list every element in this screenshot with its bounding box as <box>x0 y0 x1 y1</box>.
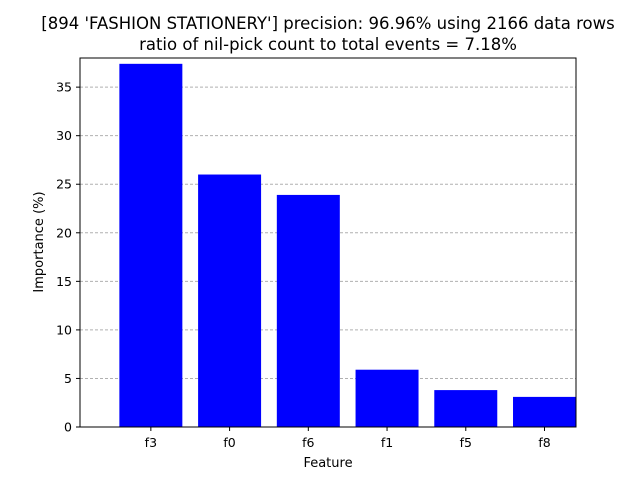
x-axis-ticks: f3 f0 f6 f1 f5 f8 <box>145 427 551 450</box>
x-axis-label: Feature <box>303 456 352 471</box>
bar-f1 <box>355 369 419 427</box>
y-tick-label: 30 <box>56 128 72 143</box>
x-tick-label-f3: f3 <box>145 435 157 450</box>
y-tick-label: 25 <box>56 177 72 192</box>
bars <box>119 63 576 427</box>
chart-title-line-2: ratio of nil-pick count to total events … <box>139 35 517 54</box>
x-tick-label-f0: f0 <box>223 435 235 450</box>
bar-f6 <box>276 194 340 427</box>
y-tick-label: 20 <box>56 225 72 240</box>
bar-f8 <box>513 396 576 427</box>
chart-title-line-1: [894 'FASHION STATIONERY'] precision: 96… <box>41 14 614 33</box>
plot-frame <box>79 57 577 428</box>
y-tick-label: 0 <box>64 420 72 435</box>
x-tick-label-f6: f6 <box>302 435 314 450</box>
x-tick-label-f5: f5 <box>460 435 472 450</box>
y-tick-label: 10 <box>56 322 72 337</box>
bar-f5 <box>434 390 498 427</box>
bar-f3 <box>119 63 183 427</box>
y-tick-label: 15 <box>56 274 72 289</box>
bar-f0 <box>198 174 262 427</box>
x-tick-label-f8: f8 <box>538 435 550 450</box>
x-tick-label-f1: f1 <box>381 435 393 450</box>
y-axis-ticks: 0 5 10 15 20 25 30 35 <box>56 80 80 435</box>
y-tick-label: 35 <box>56 80 72 95</box>
y-axis-label: Importance (%) <box>32 191 47 292</box>
y-tick-label: 5 <box>64 371 72 386</box>
